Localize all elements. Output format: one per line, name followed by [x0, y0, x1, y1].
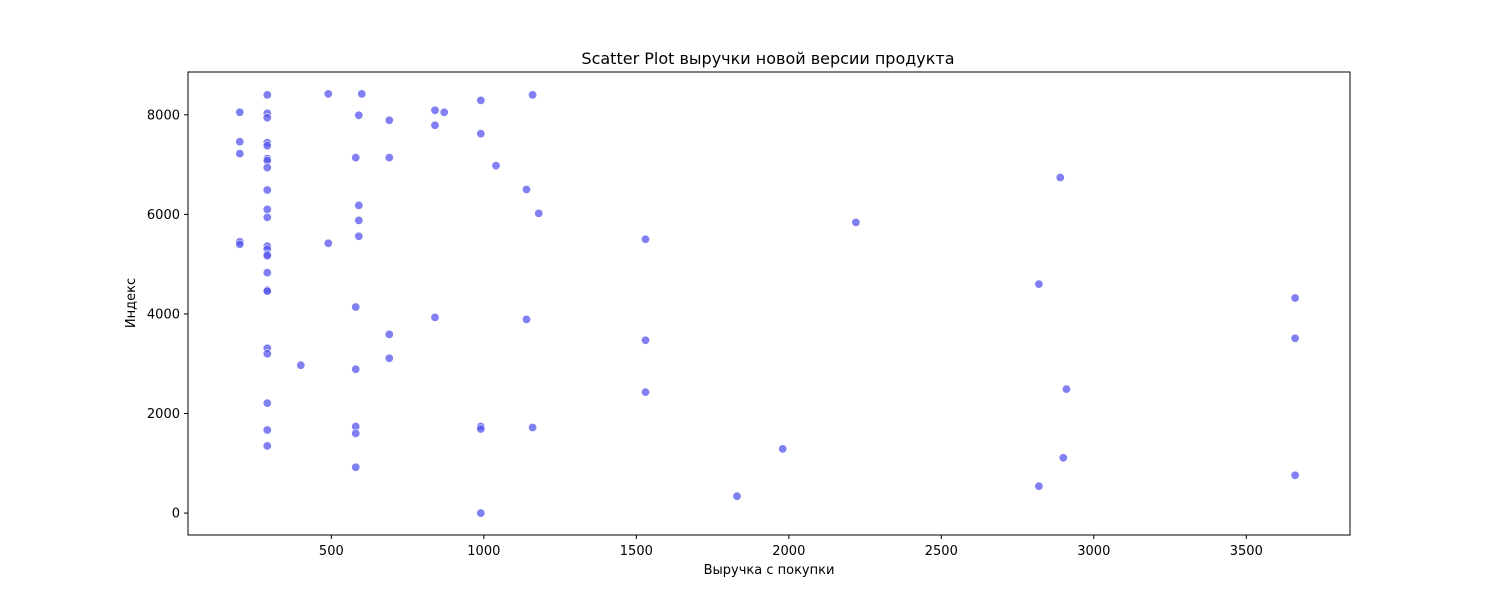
data-point [262, 251, 272, 261]
data-point [640, 387, 650, 397]
x-tick-label: 1000 [467, 544, 500, 559]
y-axis-label: Индекс [124, 278, 139, 328]
data-point [351, 153, 361, 163]
x-tick-label: 3500 [1230, 544, 1263, 559]
data-point [262, 286, 272, 296]
data-point [430, 312, 440, 322]
data-point [262, 90, 272, 100]
data-point [354, 215, 364, 225]
y-tick-label: 6000 [147, 208, 180, 223]
x-tick-label: 2500 [925, 544, 958, 559]
data-point [262, 113, 272, 123]
data-point [534, 208, 544, 218]
data-point [430, 105, 440, 115]
data-point [1058, 453, 1068, 463]
data-point [296, 360, 306, 370]
plot-frame [187, 71, 1351, 536]
data-point [354, 231, 364, 241]
data-point [323, 89, 333, 99]
data-point [262, 425, 272, 435]
data-point [521, 314, 531, 324]
data-point [235, 107, 245, 117]
data-point [357, 89, 367, 99]
data-point [430, 120, 440, 130]
data-point [235, 239, 245, 249]
data-point [235, 137, 245, 147]
x-tick-label: 1500 [620, 544, 653, 559]
data-point [384, 115, 394, 125]
data-point [732, 491, 742, 501]
data-point [640, 335, 650, 345]
x-tick-label: 3000 [1077, 544, 1110, 559]
data-point [262, 268, 272, 278]
data-point [351, 462, 361, 472]
x-axis-ticks: 500 1000 1500 2000 2500 3000 3500 [319, 535, 1263, 559]
data-point [491, 161, 501, 171]
y-tick-label: 4000 [147, 307, 180, 322]
data-point [262, 349, 272, 359]
x-tick-label: 500 [319, 544, 344, 559]
data-point [521, 185, 531, 195]
data-point [476, 129, 486, 139]
data-point [354, 110, 364, 120]
y-tick-label: 8000 [147, 108, 180, 123]
data-point [476, 95, 486, 105]
y-axis-ticks: 0 2000 4000 6000 8000 [147, 108, 188, 522]
data-point [528, 90, 538, 100]
data-point [1061, 384, 1071, 394]
data-point [384, 329, 394, 339]
data-point [323, 238, 333, 248]
data-point [262, 204, 272, 214]
chart-title: Scatter Plot выручки новой версии продук… [581, 49, 954, 68]
data-point [778, 444, 788, 454]
data-point [262, 212, 272, 222]
data-point [528, 422, 538, 432]
data-point [476, 508, 486, 518]
data-point [1034, 481, 1044, 491]
data-point [1034, 279, 1044, 289]
data-point [1290, 333, 1300, 343]
data-point [351, 428, 361, 438]
data-point [384, 353, 394, 363]
data-point [640, 234, 650, 244]
data-points [235, 89, 1300, 518]
data-point [351, 302, 361, 312]
data-point [235, 149, 245, 159]
y-tick-label: 2000 [147, 407, 180, 422]
data-point [351, 364, 361, 374]
data-point [262, 141, 272, 151]
data-point [262, 185, 272, 195]
data-point [262, 163, 272, 173]
data-point [851, 217, 861, 227]
x-axis-label: Выручка с покупки [704, 563, 835, 578]
data-point [354, 200, 364, 210]
data-point [476, 424, 486, 434]
data-point [262, 441, 272, 451]
data-point [1055, 173, 1065, 183]
data-point [384, 153, 394, 163]
data-point [439, 107, 449, 117]
y-tick-label: 0 [172, 507, 180, 522]
x-tick-label: 2000 [772, 544, 805, 559]
data-point [262, 398, 272, 408]
data-point [1290, 470, 1300, 480]
data-point [1290, 293, 1300, 303]
